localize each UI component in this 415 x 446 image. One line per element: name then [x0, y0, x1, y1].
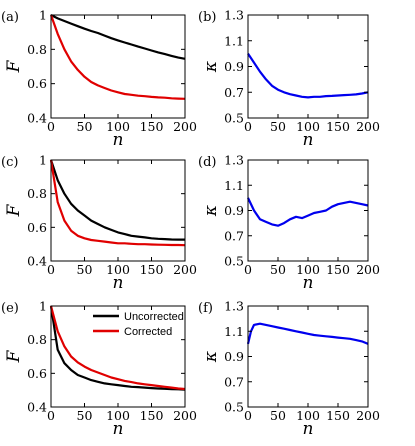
x-tick-label: 200 [173, 408, 197, 423]
series-line-5-2 [49, 305, 186, 391]
y-tick-label: 0.6 [27, 76, 47, 91]
panel-label: (d) [198, 155, 216, 170]
x-tick-label: 50 [270, 119, 286, 134]
y-tick-label: 0.8 [27, 186, 47, 201]
panel-label: (e) [1, 301, 19, 316]
series-line-4-1 [247, 197, 369, 227]
x-tick-label: 100 [106, 408, 130, 423]
panel-label: (a) [1, 10, 19, 25]
x-tick-label: 0 [47, 262, 55, 277]
y-tick-label: 0.7 [224, 228, 244, 243]
legend-label: Uncorrected [124, 311, 184, 323]
x-tick-label: 0 [244, 262, 252, 277]
y-tick-label: 0.5 [224, 254, 244, 269]
plot-frame [247, 305, 369, 408]
chart-panel-6: 0 50 100 150 200 0.5 0.7 0.9 1.1 1.3 (f) n κ [198, 299, 380, 440]
x-axis-label: n [303, 130, 314, 150]
plot-frame [50, 14, 186, 119]
x-tick-label: 150 [326, 119, 350, 134]
x-tick-label: 200 [356, 262, 380, 277]
series-line-3-2 [49, 159, 186, 247]
x-tick-label: 200 [356, 408, 380, 423]
x-tick-label: 100 [296, 408, 320, 423]
y-tick-label: 0.4 [27, 400, 47, 415]
y-tick-label: 0.5 [224, 400, 244, 415]
y-axis-label: F [4, 349, 24, 363]
x-tick-label: 0 [244, 408, 252, 423]
series-line-2-1 [247, 52, 369, 99]
x-axis-label: n [113, 419, 124, 439]
y-tick-label: 0.6 [27, 220, 47, 235]
x-tick-label: 0 [47, 119, 55, 134]
chart-panel-5: 0 50 100 150 200 0.4 0.6 0.8 1 (e) n F Uncorrected Co… [1, 299, 197, 440]
x-axis-label: n [303, 419, 314, 439]
series-line-6-1 [246, 322, 369, 345]
y-axis-label: F [4, 203, 24, 217]
x-tick-label: 200 [173, 262, 197, 277]
x-tick-label: 200 [356, 119, 380, 134]
plot-frame [247, 14, 369, 119]
chart-panel-2: 0 50 100 150 200 0.5 0.7 0.9 1.1 1.3 (b) n κ [198, 8, 380, 151]
y-tick-label: 0.4 [27, 254, 47, 269]
y-tick-label: 1.1 [224, 324, 244, 339]
x-tick-label: 50 [77, 262, 93, 277]
x-axis-label: n [113, 273, 124, 293]
series-line-1-1 [50, 14, 186, 60]
y-tick-label: 0.8 [27, 332, 47, 347]
legend: Uncorrected Corrected [93, 311, 184, 338]
y-axis-label: F [4, 59, 24, 73]
x-tick-label: 0 [47, 408, 55, 423]
y-tick-label: 1 [39, 299, 47, 314]
x-tick-label: 50 [270, 262, 286, 277]
plot-frame [247, 159, 369, 262]
y-axis-label: κ [201, 205, 221, 217]
x-tick-label: 150 [140, 119, 164, 134]
y-tick-label: 0.5 [224, 111, 244, 126]
x-tick-label: 50 [77, 119, 93, 134]
x-tick-label: 150 [326, 262, 350, 277]
panel-label: (c) [1, 155, 18, 170]
y-tick-label: 1.3 [224, 299, 244, 314]
x-tick-label: 200 [173, 119, 197, 134]
chart-panel-4: 0 50 100 150 200 0.5 0.7 0.9 1.1 1.3 (d) n κ [198, 153, 380, 294]
series-line-1-2 [49, 14, 186, 100]
y-tick-label: 0.9 [224, 203, 244, 218]
y-tick-label: 0.4 [27, 111, 47, 126]
chart-panel-3: 0 50 100 150 200 0.4 0.6 0.8 1 (c) n F [1, 153, 197, 294]
y-tick-label: 1.3 [224, 153, 244, 168]
series-line-3-1 [49, 159, 185, 241]
y-tick-label: 1.1 [224, 33, 244, 48]
y-tick-label: 0.8 [27, 42, 47, 57]
x-axis-label: n [113, 130, 124, 150]
x-tick-label: 0 [244, 119, 252, 134]
legend-label: Corrected [124, 326, 172, 338]
x-tick-label: 150 [140, 408, 164, 423]
panel-label: (f) [198, 301, 213, 316]
panel-label: (b) [198, 10, 216, 25]
y-tick-label: 0.7 [224, 374, 244, 389]
x-tick-label: 50 [77, 408, 93, 423]
chart-panel-1: 0 50 100 150 200 0.4 0.6 0.8 1 (a) n F [1, 8, 197, 151]
y-tick-label: 1 [39, 8, 47, 23]
series-line-5-1 [49, 305, 186, 391]
x-axis-label: n [303, 273, 314, 293]
x-tick-label: 100 [296, 119, 320, 134]
y-tick-label: 0.7 [224, 85, 244, 100]
y-tick-label: 1.1 [224, 178, 244, 193]
y-axis-label: κ [201, 61, 221, 73]
x-tick-label: 150 [326, 408, 350, 423]
x-tick-label: 50 [270, 408, 286, 423]
y-tick-label: 0.9 [224, 349, 244, 364]
y-tick-label: 1 [39, 153, 47, 168]
x-tick-label: 100 [296, 262, 320, 277]
x-tick-label: 100 [106, 119, 130, 134]
y-tick-label: 0.6 [27, 366, 47, 381]
y-tick-label: 1.3 [224, 8, 244, 23]
y-axis-label: κ [201, 351, 221, 363]
y-tick-label: 0.9 [224, 59, 244, 74]
x-tick-label: 100 [106, 262, 130, 277]
x-tick-label: 150 [140, 262, 164, 277]
